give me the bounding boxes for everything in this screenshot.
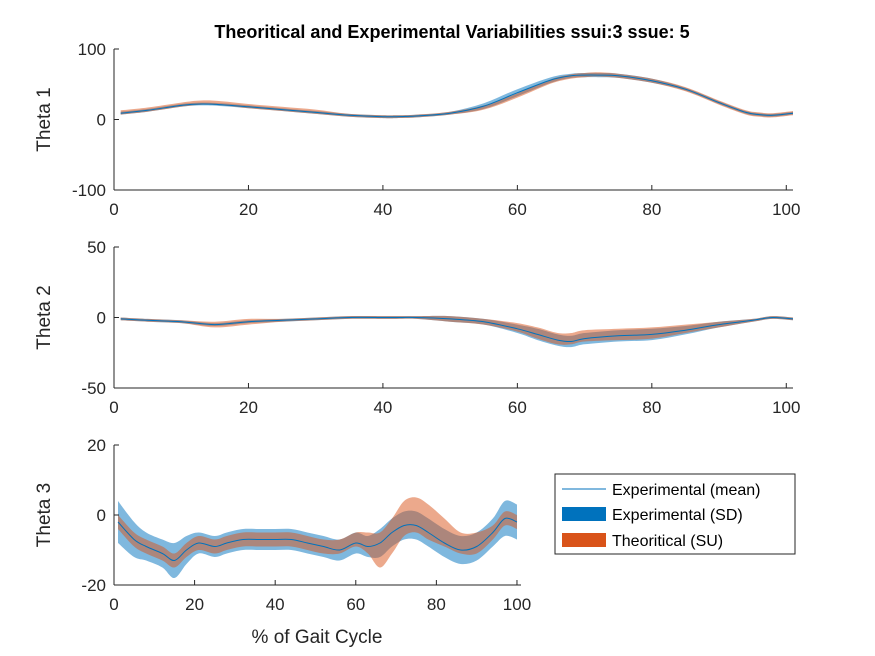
- y-tick-label: 0: [97, 111, 106, 130]
- legend-su-swatch: [562, 533, 606, 547]
- y-axis-label: Theta 1: [34, 87, 55, 151]
- theoretical-su-band: [120, 72, 793, 119]
- y-axis-label: Theta 2: [34, 285, 55, 349]
- experimental-mean-line: [120, 74, 794, 118]
- experimental-mean-line: [120, 316, 794, 343]
- x-tick-label: 80: [427, 595, 446, 614]
- y-tick-label: -20: [81, 576, 106, 595]
- y-tick-label: 0: [97, 309, 106, 328]
- legend-su-label: Theoritical (SU): [612, 533, 723, 550]
- x-tick-label: 0: [109, 398, 118, 417]
- y-tick-label: 0: [97, 506, 106, 525]
- x-tick-label: 40: [373, 398, 392, 417]
- x-axis-label: % of Gait Cycle: [252, 627, 383, 648]
- legend-sd-swatch: [562, 507, 606, 521]
- legend-mean-label: Experimental (mean): [612, 482, 761, 499]
- x-tick-label: 0: [109, 595, 118, 614]
- x-tick-label: 80: [642, 200, 661, 219]
- y-tick-label: -50: [81, 379, 106, 398]
- x-tick-label: 100: [772, 200, 800, 219]
- chart-title: Theoritical and Experimental Variabiliti…: [214, 22, 689, 42]
- x-tick-label: 80: [642, 398, 661, 417]
- x-tick-label: 60: [346, 595, 365, 614]
- y-tick-label: 20: [87, 436, 106, 455]
- experimental-mean-line: [117, 517, 518, 562]
- y-axis-label: Theta 3: [34, 483, 55, 547]
- x-tick-label: 0: [109, 200, 118, 219]
- legend: Experimental (mean) Experimental (SD) Th…: [554, 473, 796, 555]
- x-tick-label: 20: [239, 398, 258, 417]
- theoretical-su-band: [118, 497, 517, 568]
- x-tick-label: 60: [508, 398, 527, 417]
- x-tick-label: 20: [185, 595, 204, 614]
- x-tick-label: 100: [503, 595, 531, 614]
- x-tick-label: 20: [239, 200, 258, 219]
- y-tick-label: -100: [72, 181, 106, 200]
- x-tick-label: 60: [508, 200, 527, 219]
- x-tick-label: 40: [266, 595, 285, 614]
- theoretical-su-band: [120, 315, 793, 345]
- y-tick-label: 100: [78, 40, 106, 59]
- legend-sd-label: Experimental (SD): [612, 507, 743, 524]
- x-tick-label: 40: [373, 200, 392, 219]
- x-tick-label: 100: [772, 398, 800, 417]
- y-tick-label: 50: [87, 238, 106, 257]
